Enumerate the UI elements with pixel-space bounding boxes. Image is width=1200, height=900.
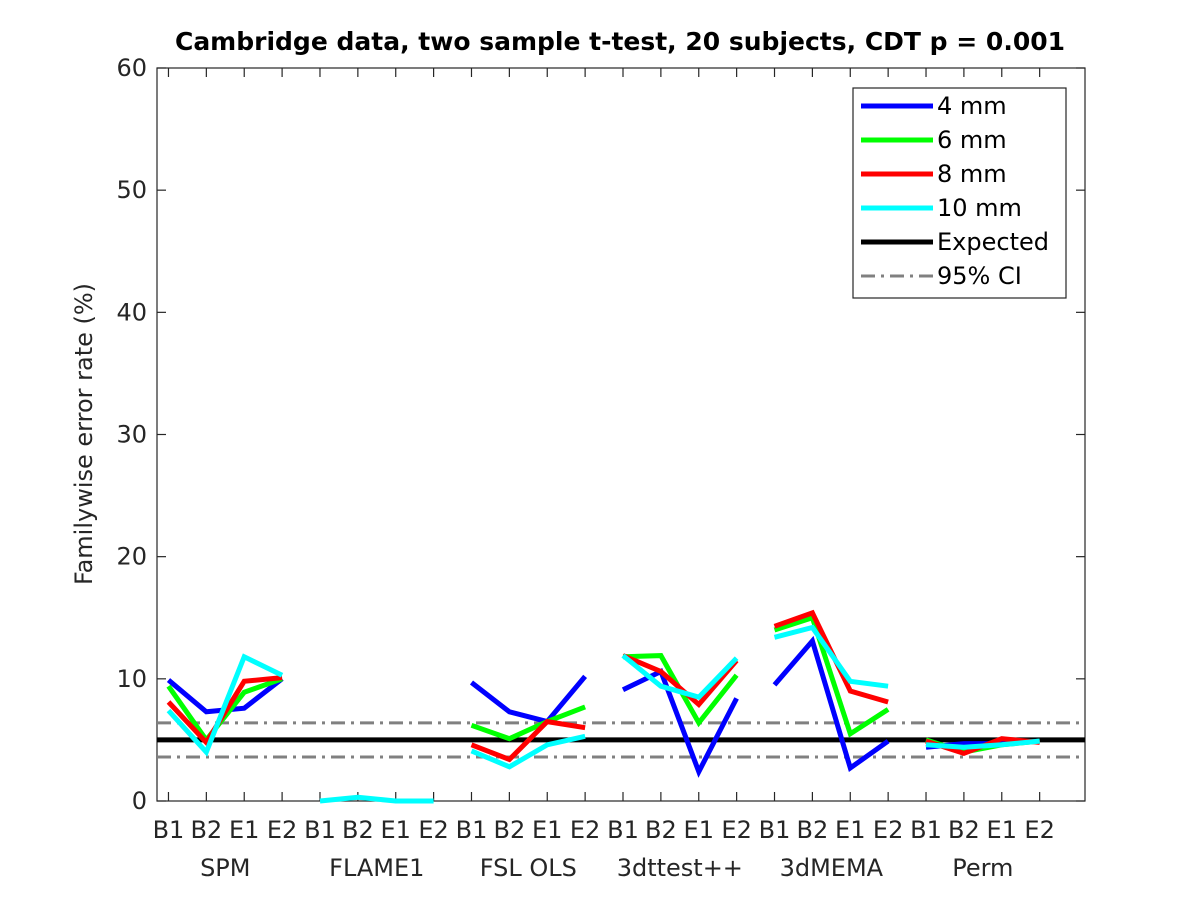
series-line [925,738,1040,750]
series-line [470,718,586,763]
group-label: FLAME1 [329,854,424,882]
x-tick-label: E1 [532,816,562,844]
y-tick-label: 0 [132,787,147,815]
series-line [621,653,739,701]
x-tick-label: E1 [229,816,259,844]
x-tick-label: B2 [948,816,980,844]
x-tick-label: B2 [645,816,677,844]
legend-label: 4 mm [937,92,1007,120]
x-tick-label: E2 [267,816,297,844]
legend-box [852,87,1067,299]
legend-label: Expected [937,228,1049,256]
series-line [773,614,890,738]
x-tick-label: B1 [607,816,639,844]
series-line [621,668,739,778]
group-label: 3dttest++ [617,854,743,882]
series-line [469,674,588,725]
series-line [773,624,889,689]
x-tick-label: E1 [987,816,1017,844]
series-line [166,653,284,757]
group-label: 3dMEMA [780,854,884,882]
group-label: Perm [952,854,1013,882]
y-tick-label: 10 [116,665,147,693]
x-tick-label: B2 [342,816,374,844]
x-tick-label: B1 [910,816,942,844]
group-label: SPM [200,854,250,882]
y-tick-label: 20 [116,543,147,571]
series-line [470,733,586,770]
x-tick-label: B2 [494,816,526,844]
series-line [470,704,587,742]
series-line [622,653,739,709]
legend-label: 6 mm [937,126,1007,154]
x-tick-label: E2 [570,816,600,844]
x-tick-label: E2 [418,816,448,844]
x-tick-label: B2 [190,816,222,844]
legend-label: 95% CI [937,262,1022,290]
x-tick-label: E1 [684,816,714,844]
x-tick-label: E2 [873,816,903,844]
group-label: FSL OLS [480,854,577,882]
x-tick-label: B1 [304,816,336,844]
x-tick-label: B1 [153,816,185,844]
x-tick-label: E2 [1024,816,1054,844]
legend-label: 8 mm [937,160,1007,188]
x-tick-label: E1 [381,816,411,844]
series-line [166,675,283,747]
x-tick-label: B1 [759,816,791,844]
y-tick-label: 50 [116,176,147,204]
legend: 4 mm 6 mm 8 mm 10 mm Expected 95% CI [852,87,1067,299]
legend-label: 10 mm [937,194,1022,222]
y-axis-label: Familywise error rate (%) [70,283,98,585]
y-tick-label: 30 [116,421,147,449]
series-line [319,794,434,804]
series-line [772,635,890,773]
y-tick-label: 60 [116,54,147,82]
x-tick-label: E2 [721,816,751,844]
y-tick-label: 40 [116,298,147,326]
chart-title: Cambridge data, two sample t-test, 20 su… [175,27,1065,56]
x-tick-label: B1 [456,816,488,844]
x-tick-label: B2 [797,816,829,844]
x-tick-label: E1 [835,816,865,844]
